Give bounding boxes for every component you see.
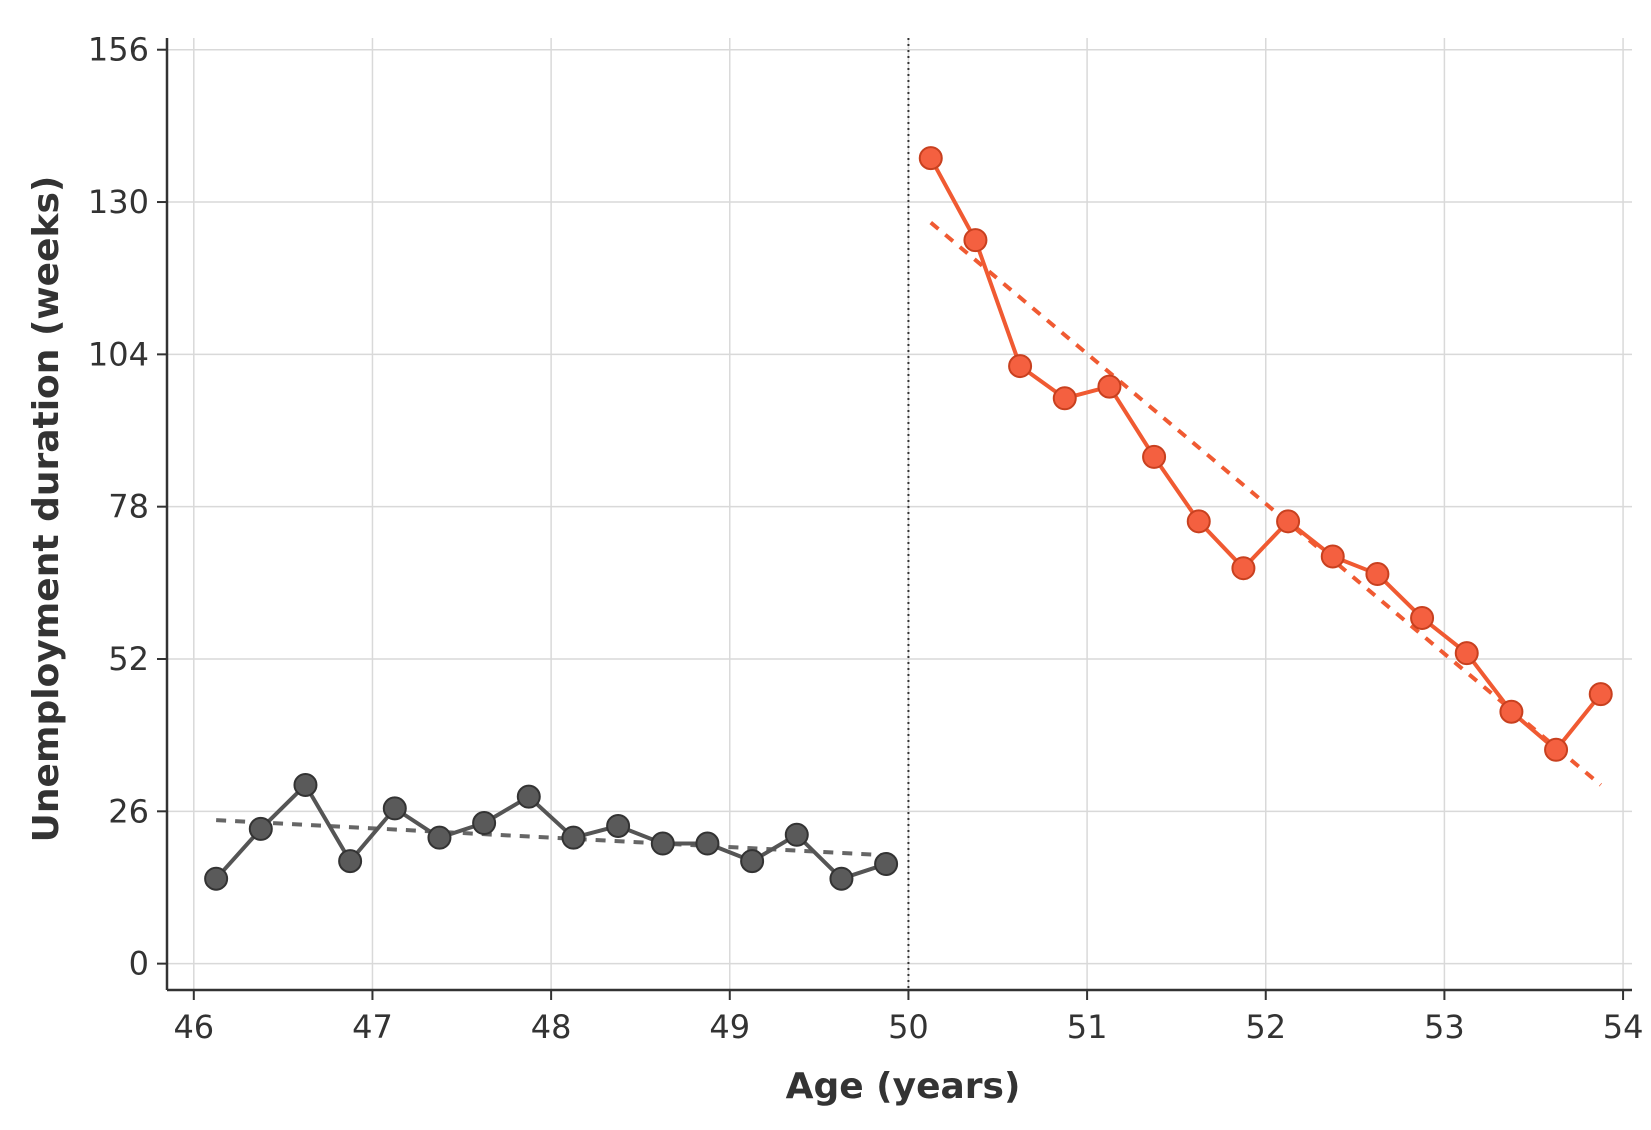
data-point	[1588, 682, 1613, 707]
x-tick-label: 49	[709, 1008, 750, 1046]
data-point	[1320, 544, 1345, 569]
data-point	[740, 849, 765, 874]
y-tick-label: 130	[88, 183, 149, 221]
data-point	[1097, 374, 1122, 399]
data-point	[427, 825, 452, 850]
series	[204, 146, 1613, 891]
x-tick-label: 54	[1603, 1008, 1644, 1046]
data-point	[293, 772, 318, 797]
x-tick-label: 48	[531, 1008, 572, 1046]
x-tick-label: 47	[352, 1008, 393, 1046]
data-point	[784, 822, 809, 847]
x-tick-label: 53	[1424, 1008, 1465, 1046]
y-tick-label: 26	[108, 792, 149, 830]
grid	[167, 38, 1632, 990]
x-tick-label: 52	[1245, 1008, 1286, 1046]
y-tick-label: 52	[108, 640, 149, 678]
data-point	[963, 228, 988, 253]
series-line-2	[929, 157, 1603, 752]
data-point	[248, 816, 273, 841]
fit-line-2	[929, 221, 1603, 787]
data-point	[1142, 444, 1167, 469]
data-point	[1410, 605, 1435, 630]
series-line-1	[214, 782, 887, 881]
x-tick-label: 51	[1067, 1008, 1108, 1046]
data-point	[606, 813, 631, 838]
y-tick-label: 156	[88, 31, 149, 69]
x-axis-title: Age (years)	[786, 1066, 1021, 1107]
data-point	[1052, 386, 1077, 411]
data-point	[1544, 737, 1569, 762]
data-point	[1499, 699, 1524, 724]
data-point	[338, 849, 363, 874]
axes	[157, 38, 1632, 1000]
y-axis-title: Unemployment duration (weeks)	[26, 176, 67, 843]
data-point	[472, 811, 497, 836]
data-point	[382, 796, 407, 821]
data-point	[918, 146, 943, 171]
data-point	[695, 831, 720, 856]
data-point	[1231, 556, 1256, 581]
data-point	[516, 784, 541, 809]
data-point	[1186, 509, 1211, 534]
data-point	[1365, 562, 1390, 587]
y-tick-label: 104	[88, 335, 149, 373]
data-point	[1008, 354, 1033, 379]
tick-labels: 46 47 48 49 50 51 52 53 54 0 26 52 78 104 130 156	[88, 31, 1644, 1046]
data-point	[561, 825, 586, 850]
x-tick-label: 46	[173, 1008, 214, 1046]
data-point	[204, 866, 229, 891]
data-point	[1276, 509, 1301, 534]
y-tick-label: 78	[108, 488, 149, 526]
x-tick-label: 50	[888, 1008, 929, 1046]
data-point	[650, 831, 675, 856]
data-point	[874, 852, 899, 877]
data-point	[829, 866, 854, 891]
data-point	[1454, 641, 1479, 666]
y-tick-label: 0	[129, 945, 149, 983]
